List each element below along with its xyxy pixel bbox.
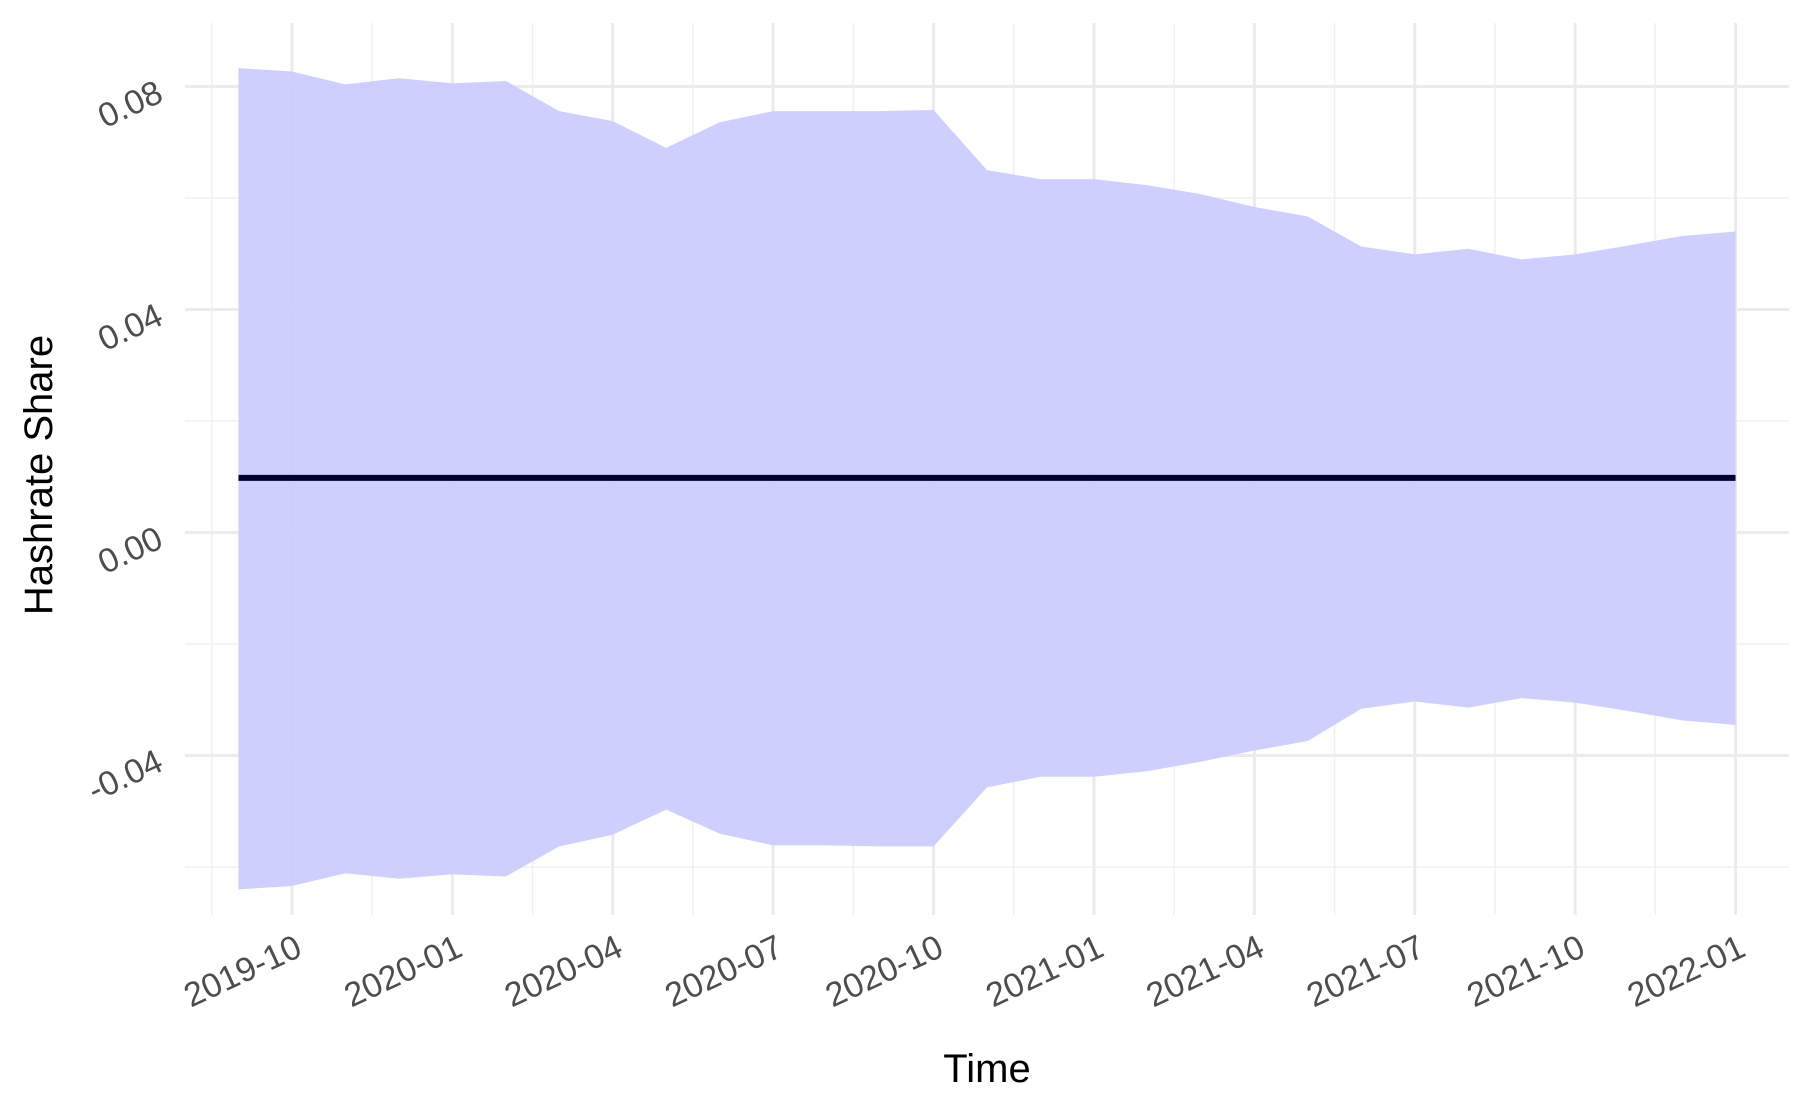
- x-tick-label: 2019-10: [178, 928, 307, 1015]
- x-tick-label: 2020-01: [339, 928, 468, 1015]
- x-tick-label: 2021-04: [1141, 928, 1270, 1015]
- x-tick-label: 2021-01: [980, 928, 1109, 1015]
- y-tick-label: -0.04: [82, 742, 168, 809]
- y-tick-label: 0.08: [92, 73, 168, 135]
- x-tick-label: 2020-10: [820, 928, 949, 1015]
- x-tick-label: 2022-01: [1622, 928, 1751, 1015]
- x-tick-label: 2020-07: [659, 928, 788, 1015]
- x-tick-label: 2021-07: [1301, 928, 1430, 1015]
- x-axis-title: Time: [943, 1047, 1030, 1091]
- y-tick-label: 0.00: [92, 519, 168, 581]
- x-tick-label: 2020-04: [499, 928, 628, 1015]
- y-axis-title: Hashrate Share: [17, 335, 61, 615]
- x-tick-label: 2021-10: [1461, 928, 1590, 1015]
- y-tick-label: 0.04: [92, 296, 168, 358]
